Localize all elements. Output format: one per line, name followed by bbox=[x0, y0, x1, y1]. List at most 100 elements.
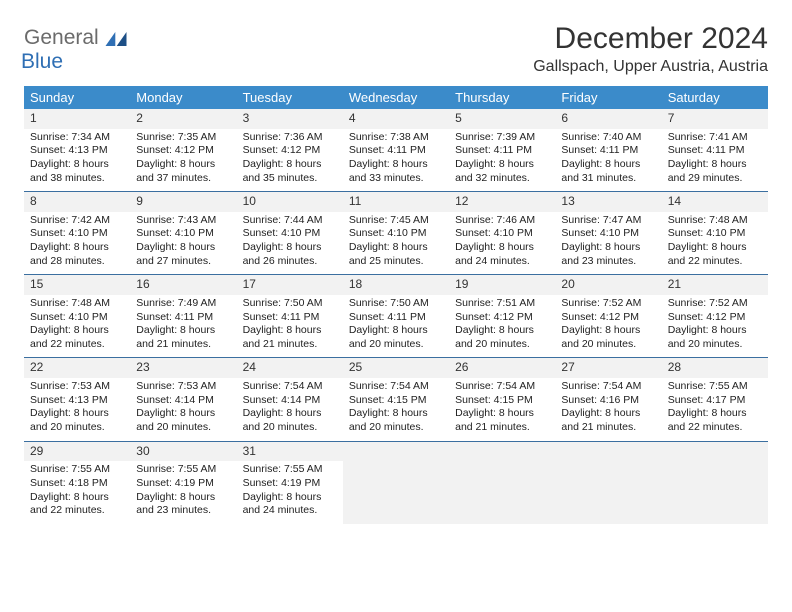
daylight-text: Daylight: 8 hours bbox=[455, 407, 549, 421]
sunrise-text: Sunrise: 7:55 AM bbox=[136, 463, 230, 477]
sunrise-text: Sunrise: 7:52 AM bbox=[668, 297, 762, 311]
daylight-text: Daylight: 8 hours bbox=[561, 324, 655, 338]
day-number: 3 bbox=[237, 109, 343, 129]
sunset-text: Sunset: 4:12 PM bbox=[455, 311, 549, 325]
daylight-text: and 31 minutes. bbox=[561, 172, 655, 186]
sunrise-text: Sunrise: 7:38 AM bbox=[349, 131, 443, 145]
daylight-text: Daylight: 8 hours bbox=[561, 407, 655, 421]
calendar-week-row: 1Sunrise: 7:34 AMSunset: 4:13 PMDaylight… bbox=[24, 109, 768, 192]
calendar-week-row: 8Sunrise: 7:42 AMSunset: 4:10 PMDaylight… bbox=[24, 192, 768, 275]
sunset-text: Sunset: 4:11 PM bbox=[561, 144, 655, 158]
daylight-text: and 21 minutes. bbox=[136, 338, 230, 352]
day-number: 9 bbox=[130, 192, 236, 212]
day-number: 4 bbox=[343, 109, 449, 129]
sunrise-text: Sunrise: 7:39 AM bbox=[455, 131, 549, 145]
day-number: 16 bbox=[130, 275, 236, 295]
calendar-week-row: 15Sunrise: 7:48 AMSunset: 4:10 PMDayligh… bbox=[24, 275, 768, 358]
sunrise-text: Sunrise: 7:45 AM bbox=[349, 214, 443, 228]
calendar-day-cell: 28Sunrise: 7:55 AMSunset: 4:17 PMDayligh… bbox=[662, 358, 768, 441]
sunrise-text: Sunrise: 7:49 AM bbox=[136, 297, 230, 311]
weekday-header: Tuesday bbox=[237, 86, 343, 109]
sunset-text: Sunset: 4:12 PM bbox=[243, 144, 337, 158]
daylight-text: and 32 minutes. bbox=[455, 172, 549, 186]
calendar-day-cell: 23Sunrise: 7:53 AMSunset: 4:14 PMDayligh… bbox=[130, 358, 236, 441]
day-number: 1 bbox=[24, 109, 130, 129]
calendar-day-cell: 11Sunrise: 7:45 AMSunset: 4:10 PMDayligh… bbox=[343, 192, 449, 275]
sunset-text: Sunset: 4:10 PM bbox=[243, 227, 337, 241]
calendar-day-cell: 2Sunrise: 7:35 AMSunset: 4:12 PMDaylight… bbox=[130, 109, 236, 192]
day-number: 27 bbox=[555, 358, 661, 378]
sunrise-text: Sunrise: 7:42 AM bbox=[30, 214, 124, 228]
sunset-text: Sunset: 4:16 PM bbox=[561, 394, 655, 408]
daylight-text: and 21 minutes. bbox=[561, 421, 655, 435]
calendar-day-cell: 1Sunrise: 7:34 AMSunset: 4:13 PMDaylight… bbox=[24, 109, 130, 192]
calendar-day-cell: 21Sunrise: 7:52 AMSunset: 4:12 PMDayligh… bbox=[662, 275, 768, 358]
sunrise-text: Sunrise: 7:53 AM bbox=[136, 380, 230, 394]
daylight-text: and 22 minutes. bbox=[30, 338, 124, 352]
daylight-text: Daylight: 8 hours bbox=[136, 407, 230, 421]
sunset-text: Sunset: 4:11 PM bbox=[349, 144, 443, 158]
daylight-text: Daylight: 8 hours bbox=[30, 491, 124, 505]
sunset-text: Sunset: 4:10 PM bbox=[30, 227, 124, 241]
weekday-header: Sunday bbox=[24, 86, 130, 109]
weekday-header: Saturday bbox=[662, 86, 768, 109]
daylight-text: and 22 minutes. bbox=[30, 504, 124, 518]
sunset-text: Sunset: 4:15 PM bbox=[455, 394, 549, 408]
daylight-text: Daylight: 8 hours bbox=[243, 324, 337, 338]
day-number: 23 bbox=[130, 358, 236, 378]
daylight-text: and 21 minutes. bbox=[243, 338, 337, 352]
brand-logo: General Blue bbox=[24, 22, 127, 74]
daylight-text: and 38 minutes. bbox=[30, 172, 124, 186]
daylight-text: Daylight: 8 hours bbox=[349, 241, 443, 255]
weekday-header: Thursday bbox=[449, 86, 555, 109]
sunrise-text: Sunrise: 7:53 AM bbox=[30, 380, 124, 394]
daylight-text: and 22 minutes. bbox=[668, 421, 762, 435]
location-subtitle: Gallspach, Upper Austria, Austria bbox=[533, 58, 768, 76]
daylight-text: Daylight: 8 hours bbox=[349, 158, 443, 172]
brand-part2: Blue bbox=[21, 50, 63, 73]
sunset-text: Sunset: 4:10 PM bbox=[455, 227, 549, 241]
calendar-table: SundayMondayTuesdayWednesdayThursdayFrid… bbox=[24, 86, 768, 524]
daylight-text: and 24 minutes. bbox=[455, 255, 549, 269]
sunset-text: Sunset: 4:10 PM bbox=[136, 227, 230, 241]
daylight-text: Daylight: 8 hours bbox=[349, 324, 443, 338]
logo-text: General Blue bbox=[24, 26, 99, 74]
sunset-text: Sunset: 4:13 PM bbox=[30, 394, 124, 408]
calendar-day-cell: . bbox=[555, 441, 661, 524]
calendar-day-cell: 31Sunrise: 7:55 AMSunset: 4:19 PMDayligh… bbox=[237, 441, 343, 524]
day-number: 11 bbox=[343, 192, 449, 212]
sunrise-text: Sunrise: 7:54 AM bbox=[349, 380, 443, 394]
calendar-day-cell: 25Sunrise: 7:54 AMSunset: 4:15 PMDayligh… bbox=[343, 358, 449, 441]
sunset-text: Sunset: 4:10 PM bbox=[668, 227, 762, 241]
day-number: 26 bbox=[449, 358, 555, 378]
day-number: 2 bbox=[130, 109, 236, 129]
calendar-day-cell: 27Sunrise: 7:54 AMSunset: 4:16 PMDayligh… bbox=[555, 358, 661, 441]
daylight-text: and 26 minutes. bbox=[243, 255, 337, 269]
daylight-text: Daylight: 8 hours bbox=[349, 407, 443, 421]
calendar-day-cell: 18Sunrise: 7:50 AMSunset: 4:11 PMDayligh… bbox=[343, 275, 449, 358]
sunrise-text: Sunrise: 7:54 AM bbox=[455, 380, 549, 394]
calendar-day-cell: 16Sunrise: 7:49 AMSunset: 4:11 PMDayligh… bbox=[130, 275, 236, 358]
daylight-text: and 20 minutes. bbox=[455, 338, 549, 352]
weekday-header: Wednesday bbox=[343, 86, 449, 109]
day-number: 21 bbox=[662, 275, 768, 295]
daylight-text: and 20 minutes. bbox=[668, 338, 762, 352]
daylight-text: Daylight: 8 hours bbox=[668, 324, 762, 338]
daylight-text: and 20 minutes. bbox=[561, 338, 655, 352]
daylight-text: and 20 minutes. bbox=[349, 421, 443, 435]
daylight-text: Daylight: 8 hours bbox=[30, 407, 124, 421]
calendar-day-cell: 20Sunrise: 7:52 AMSunset: 4:12 PMDayligh… bbox=[555, 275, 661, 358]
calendar-day-cell: 5Sunrise: 7:39 AMSunset: 4:11 PMDaylight… bbox=[449, 109, 555, 192]
sunrise-text: Sunrise: 7:50 AM bbox=[243, 297, 337, 311]
day-number: 31 bbox=[237, 442, 343, 462]
day-number: 12 bbox=[449, 192, 555, 212]
daylight-text: and 37 minutes. bbox=[136, 172, 230, 186]
sunrise-text: Sunrise: 7:35 AM bbox=[136, 131, 230, 145]
sunrise-text: Sunrise: 7:40 AM bbox=[561, 131, 655, 145]
daylight-text: Daylight: 8 hours bbox=[136, 491, 230, 505]
daylight-text: and 22 minutes. bbox=[668, 255, 762, 269]
sunset-text: Sunset: 4:11 PM bbox=[136, 311, 230, 325]
calendar-body: 1Sunrise: 7:34 AMSunset: 4:13 PMDaylight… bbox=[24, 109, 768, 524]
calendar-day-cell: 30Sunrise: 7:55 AMSunset: 4:19 PMDayligh… bbox=[130, 441, 236, 524]
weekday-header: Friday bbox=[555, 86, 661, 109]
